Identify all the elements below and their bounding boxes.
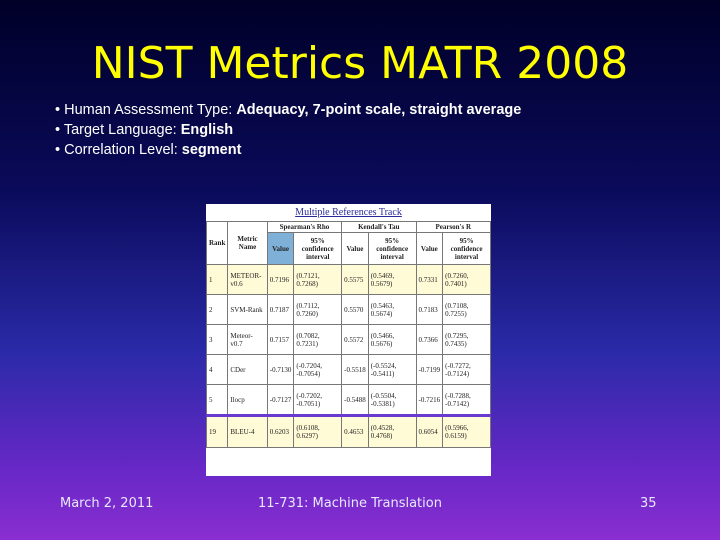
cell-sci: (0.7112, 0.7260): [293, 294, 343, 325]
cell-pci: (-0.7272, -0.7124): [442, 354, 491, 385]
cell-p: -0.7216: [415, 384, 444, 416]
slide-title: NIST Metrics MATR 2008: [91, 38, 629, 89]
cell-rank: 19: [205, 414, 229, 448]
cell-rank: 1: [205, 264, 229, 295]
cell-kci: (0.5469, 0.5679): [367, 264, 417, 295]
bullet-label: Target Language:: [63, 122, 181, 138]
cell-p: 0.7331: [415, 264, 444, 295]
bullet-list: • Human Assessment Type: Adequacy, 7-poi…: [55, 100, 521, 160]
header-ci: 95% confidence interval: [293, 232, 343, 265]
table-row: 4 CDer -0.7130 (-0.7204, -0.7054) -0.5518 (-0…: [205, 354, 491, 385]
cell-pci: (-0.7288, -0.7142): [442, 384, 491, 416]
header-metric: Metric Name: [227, 221, 268, 265]
cell-p: -0.7199: [415, 354, 444, 385]
cell-p: 0.7366: [415, 324, 444, 355]
cell-metric: Meteor-v0.7: [227, 324, 268, 355]
cell-kci: (0.5466, 0.5676): [367, 324, 417, 355]
header-ci: 95% confidence interval: [367, 232, 417, 265]
cell-rank: 4: [205, 354, 229, 385]
bullet-item: • Correlation Level: segment: [55, 142, 242, 158]
table-row: 2 SVM-Rank 0.7187 (0.7112, 0.7260) 0.5570 (0.…: [205, 294, 491, 325]
header-pearson: Pearson's R: [415, 221, 492, 233]
cell-s: -0.7127: [266, 384, 295, 416]
cell-p: 0.7183: [415, 294, 444, 325]
table-row: 3 Meteor-v0.7 0.7157 (0.7082, 0.7231) 0.5572…: [205, 324, 491, 355]
cell-rank: 3: [205, 324, 229, 355]
table-caption: Multiple References Track: [295, 207, 402, 218]
cell-sci: (-0.7202, -0.7051): [293, 384, 343, 416]
cell-kci: (-0.5504, -0.5381): [367, 384, 417, 416]
table-row: 5 Ilocp -0.7127 (-0.7202, -0.7051) -0.5488 (-…: [205, 384, 491, 416]
cell-s: 0.7157: [266, 324, 295, 355]
cell-rank: 2: [205, 294, 229, 325]
header-value: Value: [341, 232, 369, 265]
cell-s: -0.7130: [266, 354, 295, 385]
header-kendall: Kendall's Tau: [341, 221, 417, 233]
cell-k: 0.4653: [341, 414, 369, 448]
header-value: Value: [266, 232, 295, 265]
cell-pci: (0.5966, 0.6159): [442, 414, 491, 448]
cell-sci: (-0.7204, -0.7054): [293, 354, 343, 385]
bullet-item: • Target Language: English: [55, 122, 234, 138]
results-table-image: Multiple References Track Rank Metric Na…: [205, 204, 492, 476]
bullet-label: Correlation Level:: [64, 142, 182, 158]
cell-pci: (0.7108, 0.7255): [442, 294, 491, 325]
header-ci: 95% confidence interval: [442, 232, 491, 265]
footer-date: March 2, 2011: [60, 496, 154, 511]
cell-kci: (-0.5524, -0.5411): [367, 354, 417, 385]
cell-s: 0.7196: [266, 264, 295, 295]
cell-k: 0.5570: [341, 294, 369, 325]
cell-sci: (0.7082, 0.7231): [293, 324, 343, 355]
cell-p: 0.6054: [415, 414, 444, 448]
cell-sci: (0.7121, 0.7268): [293, 264, 343, 295]
cell-rank: 5: [205, 384, 229, 416]
cell-pci: (0.7295, 0.7435): [442, 324, 491, 355]
cell-s: 0.7187: [266, 294, 295, 325]
cell-metric: CDer: [227, 354, 268, 385]
cell-sci: (0.6108, 0.6297): [293, 414, 343, 448]
cell-kci: (0.5463, 0.5674): [367, 294, 417, 325]
cell-s: 0.6203: [266, 414, 295, 448]
cell-metric: Ilocp: [227, 384, 268, 416]
bullet-value: English: [180, 122, 234, 138]
slide-number: 35: [640, 496, 657, 511]
header-value: Value: [415, 232, 444, 265]
header-spearman: Spearman's Rho: [266, 221, 343, 233]
cell-kci: (0.4528, 0.4768): [367, 414, 417, 448]
bullet-item: • Human Assessment Type: Adequacy, 7-poi…: [55, 102, 522, 118]
bullet-label: Human Assessment Type:: [64, 102, 237, 118]
bullet-value: segment: [181, 142, 242, 158]
cell-metric: METEOR-v0.6: [227, 264, 268, 295]
cell-pci: (0.7260, 0.7401): [442, 264, 491, 295]
cell-k: -0.5518: [341, 354, 369, 385]
cell-k: 0.5572: [341, 324, 369, 355]
results-table: Rank Metric Name Spearman's Rho Kendall'…: [205, 221, 492, 448]
cell-k: 0.5575: [341, 264, 369, 295]
header-rank: Rank: [205, 221, 229, 265]
cell-k: -0.5488: [341, 384, 369, 416]
cell-metric: SVM-Rank: [227, 294, 268, 325]
table-row: 19 BLEU-4 0.6203 (0.6108, 0.6297) 0.4653 (0.4…: [205, 414, 491, 448]
table-row: 1 METEOR-v0.6 0.7196 (0.7121, 0.7268) 0.5575…: [205, 264, 491, 295]
footer-course: 11-731: Machine Translation: [258, 496, 442, 511]
bullet-value: Adequacy, 7-point scale, straight averag…: [236, 102, 522, 118]
cell-metric: BLEU-4: [227, 414, 268, 448]
